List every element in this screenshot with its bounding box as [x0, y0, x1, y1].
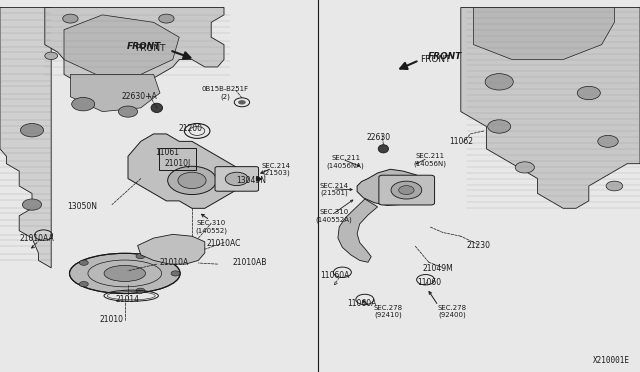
Polygon shape	[70, 74, 160, 112]
Circle shape	[20, 124, 44, 137]
Circle shape	[79, 260, 88, 265]
Circle shape	[118, 106, 138, 117]
Text: 21010: 21010	[100, 315, 124, 324]
Circle shape	[598, 135, 618, 147]
Circle shape	[391, 181, 422, 199]
Circle shape	[136, 253, 145, 259]
Text: SEC.211
(14056NA): SEC.211 (14056NA)	[327, 155, 364, 169]
Text: SEC.214
(21503): SEC.214 (21503)	[262, 163, 291, 176]
Polygon shape	[45, 7, 224, 82]
Circle shape	[171, 271, 180, 276]
Circle shape	[168, 166, 216, 195]
Text: SEC.278
(92410): SEC.278 (92410)	[374, 305, 403, 318]
Polygon shape	[461, 7, 640, 208]
Polygon shape	[64, 15, 179, 74]
Text: FRONT: FRONT	[135, 44, 166, 53]
Circle shape	[515, 162, 534, 173]
Text: 21049M: 21049M	[422, 264, 453, 273]
Polygon shape	[128, 134, 243, 208]
Circle shape	[79, 282, 88, 287]
Text: SEC.214
(21501): SEC.214 (21501)	[319, 183, 349, 196]
Circle shape	[178, 172, 206, 189]
Text: 21010AC: 21010AC	[207, 239, 241, 248]
Text: FRONT: FRONT	[420, 55, 451, 64]
Polygon shape	[474, 7, 614, 60]
Text: 11060A: 11060A	[321, 271, 350, 280]
Text: 21010J: 21010J	[164, 159, 191, 168]
Text: 11060A: 11060A	[348, 299, 377, 308]
Circle shape	[563, 37, 589, 52]
Circle shape	[399, 186, 414, 195]
Text: 21200: 21200	[179, 124, 203, 133]
Polygon shape	[338, 199, 378, 262]
Circle shape	[63, 14, 78, 23]
Text: 13049N: 13049N	[236, 176, 266, 185]
Circle shape	[606, 181, 623, 191]
Circle shape	[483, 28, 515, 46]
Text: 11061: 11061	[156, 148, 180, 157]
Text: SEC.310
(140552): SEC.310 (140552)	[195, 220, 227, 234]
Polygon shape	[138, 234, 205, 264]
Circle shape	[225, 172, 248, 186]
Circle shape	[45, 52, 58, 60]
Text: 21230: 21230	[467, 241, 491, 250]
Text: 11062: 11062	[449, 137, 473, 146]
Circle shape	[159, 14, 174, 23]
Text: 21010AB: 21010AB	[232, 258, 267, 267]
Text: 0B15B-B251F
(2): 0B15B-B251F (2)	[202, 86, 249, 100]
Ellipse shape	[151, 103, 163, 112]
Text: 13050N: 13050N	[67, 202, 97, 211]
Circle shape	[577, 86, 600, 100]
Circle shape	[136, 288, 145, 294]
Text: X210001E: X210001E	[593, 356, 630, 365]
Text: SEC.278
(92400): SEC.278 (92400)	[437, 305, 467, 318]
Text: 21010AA: 21010AA	[20, 234, 54, 243]
Circle shape	[238, 100, 246, 105]
Text: FRONT: FRONT	[428, 52, 462, 61]
Circle shape	[488, 120, 511, 133]
Polygon shape	[0, 7, 51, 268]
Ellipse shape	[104, 265, 145, 282]
Circle shape	[485, 74, 513, 90]
Text: 21010A: 21010A	[159, 258, 189, 267]
FancyBboxPatch shape	[215, 167, 259, 191]
Circle shape	[22, 199, 42, 210]
Ellipse shape	[378, 145, 388, 153]
Polygon shape	[357, 169, 428, 205]
Circle shape	[72, 97, 95, 111]
Text: 11060: 11060	[417, 278, 441, 287]
Text: SEC.211
(14056N): SEC.211 (14056N)	[413, 153, 447, 167]
Text: FRONT: FRONT	[127, 42, 161, 51]
Text: SEC.310
(140552A): SEC.310 (140552A)	[316, 209, 353, 222]
Ellipse shape	[70, 253, 180, 294]
Text: 22630: 22630	[367, 133, 391, 142]
Text: 22630+A: 22630+A	[122, 92, 157, 101]
Text: 21014: 21014	[116, 295, 140, 304]
FancyBboxPatch shape	[379, 175, 435, 205]
